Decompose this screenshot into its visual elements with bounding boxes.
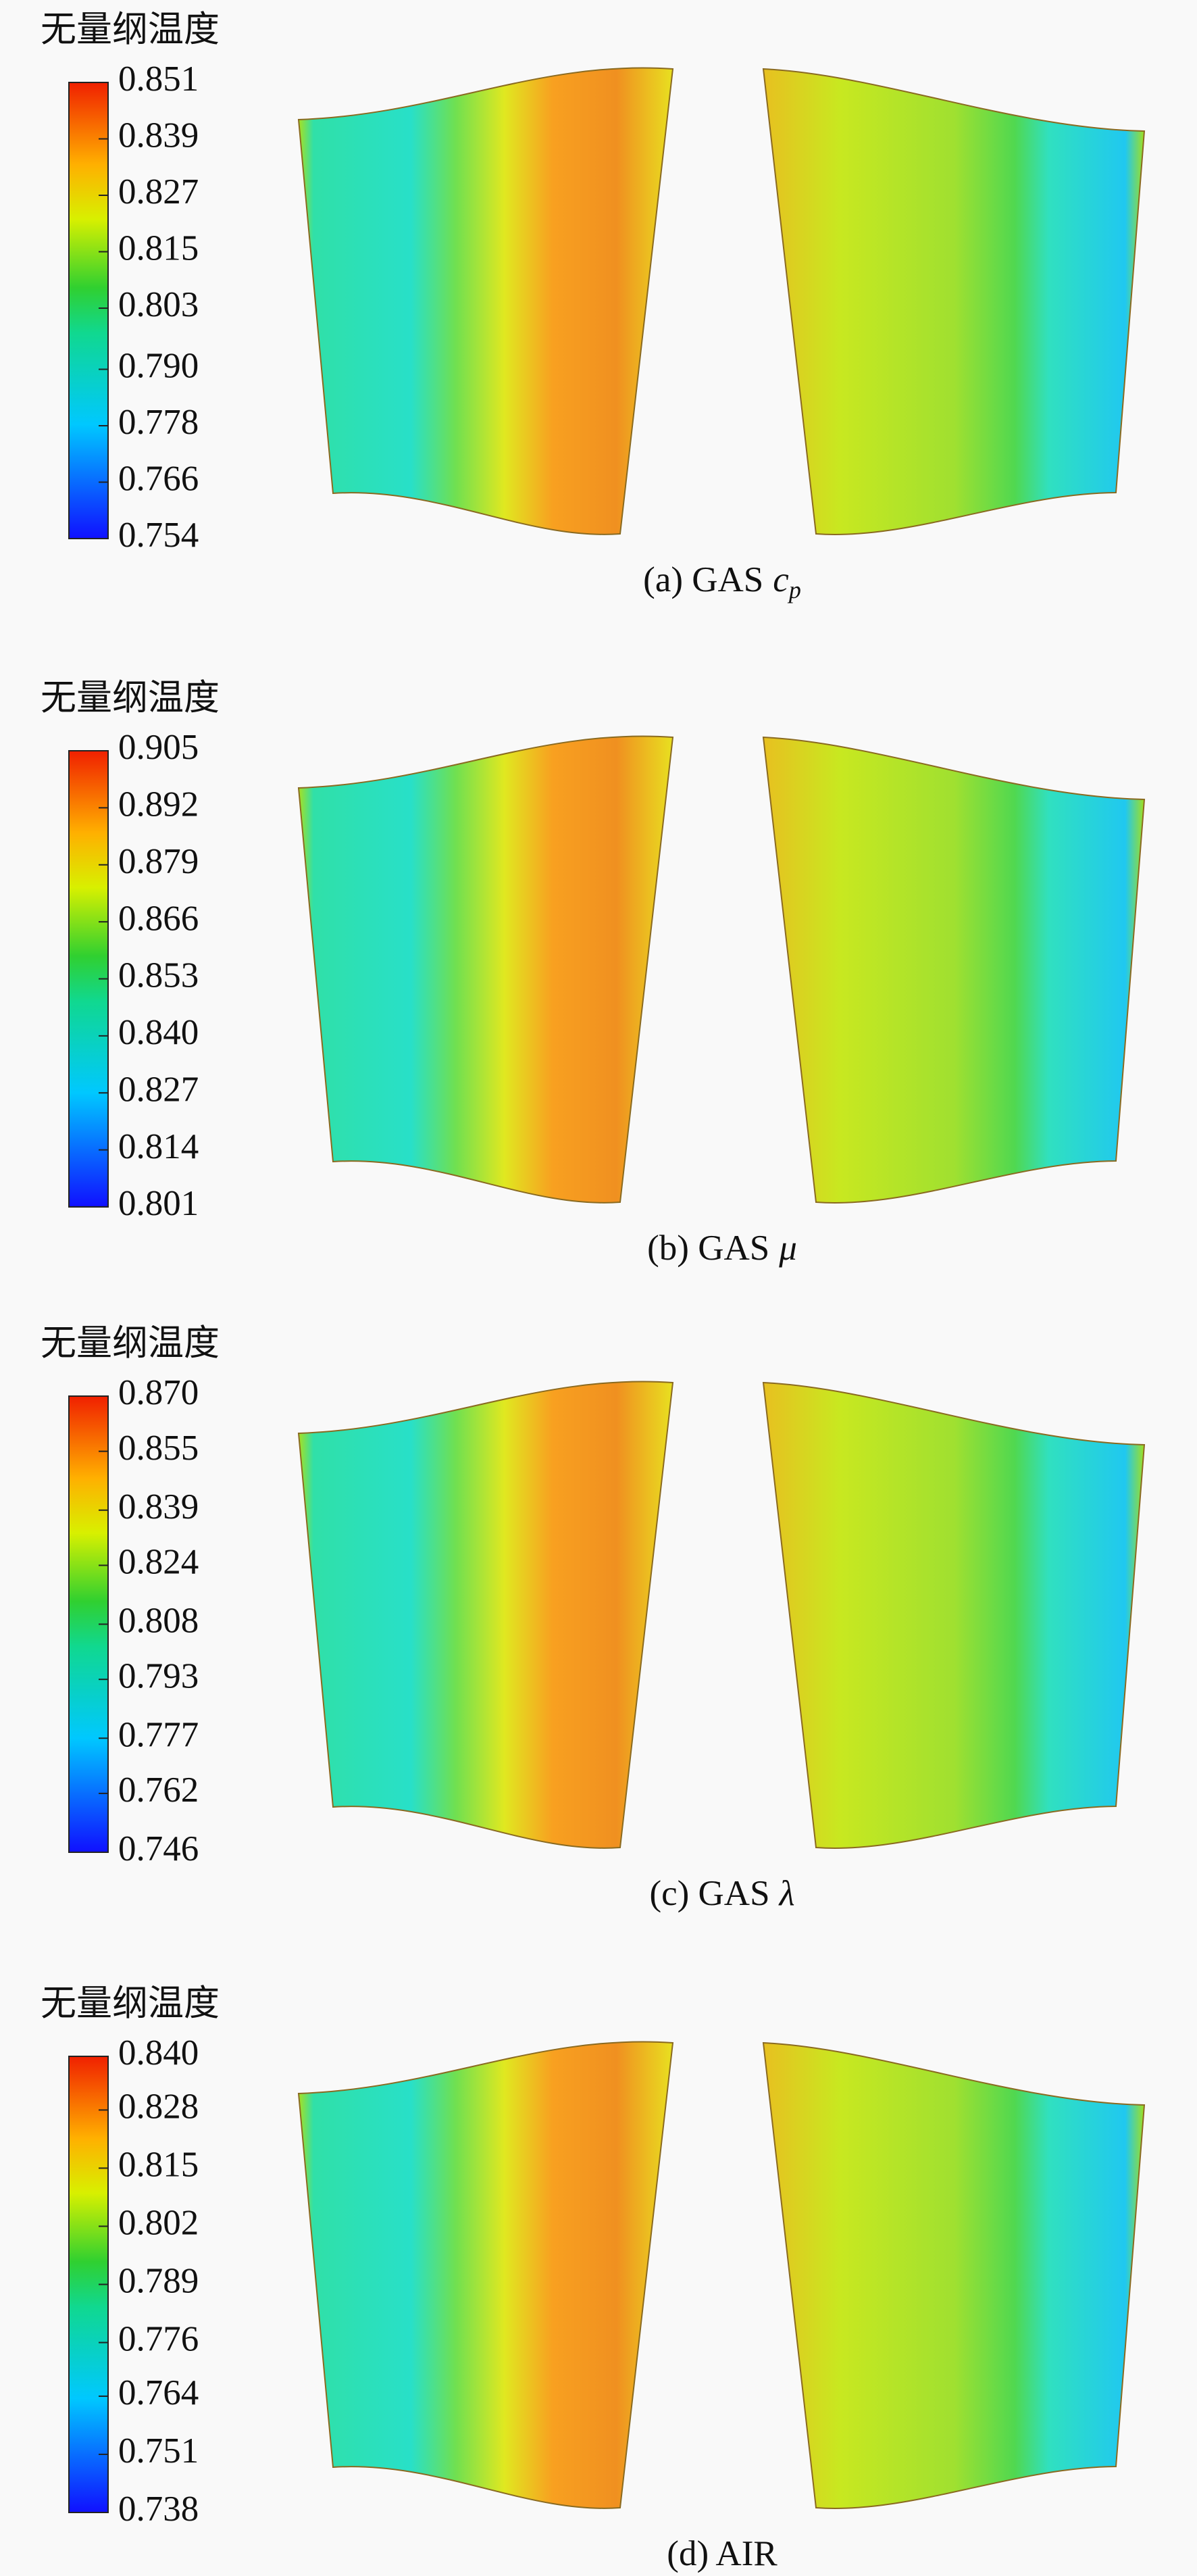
colorbar-tick-label: 0.793	[118, 1656, 199, 1695]
colorbar-tick-label: 0.746	[118, 1829, 199, 1868]
colorbar-tick-label: 0.766	[118, 460, 199, 499]
caption-symbol: λ	[778, 1874, 795, 1913]
colorbar-tick-label: 0.762	[118, 1770, 199, 1810]
colorbar-tick-label: 0.815	[118, 229, 199, 268]
caption: (c) GAS λ	[649, 1874, 794, 1913]
colorbar-tick-label: 0.802	[118, 2204, 199, 2243]
colorbar-title: 无量纲温度	[41, 1984, 220, 2023]
colorbar-tick-label: 0.866	[118, 899, 199, 938]
colorbar-tick-label: 0.840	[118, 2033, 199, 2073]
colorbar	[68, 82, 109, 539]
colorbar-tick-label: 0.789	[118, 2262, 199, 2301]
caption-subscript: p	[787, 576, 801, 603]
left-blade	[297, 1381, 674, 1849]
caption-symbol: μ	[778, 1229, 797, 1268]
colorbar-title: 无量纲温度	[41, 1324, 220, 1363]
right-blade	[762, 2041, 1146, 2509]
colorbar-tick-label: 0.839	[118, 116, 199, 155]
colorbar-tick-label: 0.851	[118, 59, 199, 99]
colorbar-tick-label: 0.776	[118, 2320, 199, 2359]
colorbar-tick-label: 0.905	[118, 728, 199, 767]
colorbar-tick-label: 0.855	[118, 1429, 199, 1468]
colorbar-tick-label: 0.778	[118, 403, 199, 442]
left-blade	[297, 735, 674, 1204]
right-blade	[762, 68, 1146, 535]
left-blade	[297, 2041, 674, 2509]
left-blade	[297, 67, 674, 535]
colorbar-tick-label: 0.828	[118, 2087, 199, 2127]
right-blade	[762, 736, 1146, 1204]
colorbar-tick-label: 0.879	[118, 842, 199, 881]
colorbar-tick-label: 0.827	[118, 172, 199, 212]
caption-text: (a) GAS	[643, 560, 763, 599]
panel: 无量纲温度 0.754 0.766 0.778 0.790 0.803 0.815 0.827…	[41, 10, 1146, 603]
panel: 无量纲温度 0.801 0.814 0.827 0.840 0.853 0.866 0.879…	[41, 678, 1146, 1268]
colorbar-tick-label: 0.892	[118, 785, 199, 824]
colorbar-tick-label: 0.815	[118, 2146, 199, 2185]
caption-text: (b) GAS	[647, 1229, 769, 1268]
colorbar-tick-label: 0.827	[118, 1070, 199, 1109]
right-blade	[762, 1381, 1146, 1849]
colorbar-tick-label: 0.777	[118, 1715, 199, 1754]
colorbar-tick-label: 0.764	[118, 2373, 199, 2412]
colorbar-tick-label: 0.840	[118, 1013, 199, 1052]
colorbar-tick-label: 0.738	[118, 2490, 199, 2529]
colorbar-tick-label: 0.751	[118, 2431, 199, 2471]
colorbar-tick-label: 0.803	[118, 285, 199, 324]
colorbar-tick-label: 0.801	[118, 1184, 199, 1223]
caption-text: (c) GAS	[649, 1874, 769, 1913]
caption-symbol: c	[773, 560, 789, 599]
colorbar-tick-label: 0.870	[118, 1373, 199, 1412]
colorbar-tick-label: 0.824	[118, 1543, 199, 1582]
colorbar-tick-label: 0.839	[118, 1487, 199, 1527]
caption: (a) GAS cp	[643, 560, 801, 603]
panel: 无量纲温度 0.738 0.751 0.764 0.776 0.789 0.802 0.815…	[41, 1984, 1146, 2573]
caption: (d) AIR	[667, 2534, 778, 2573]
colorbar-tick-label: 0.853	[118, 956, 199, 995]
colorbar-tick-label: 0.808	[118, 1602, 199, 1641]
colorbar-tick-label: 0.754	[118, 516, 199, 555]
panel: 无量纲温度 0.746 0.762 0.777 0.793 0.808 0.824 0.839…	[41, 1324, 1146, 1913]
caption-text: (d) AIR	[667, 2534, 778, 2573]
colorbar-title: 无量纲温度	[41, 10, 220, 49]
colorbar-tick-label: 0.790	[118, 347, 199, 386]
colorbar-tick-label: 0.814	[118, 1127, 199, 1166]
caption: (b) GAS μ	[647, 1229, 797, 1268]
colorbar-title: 无量纲温度	[41, 678, 220, 718]
